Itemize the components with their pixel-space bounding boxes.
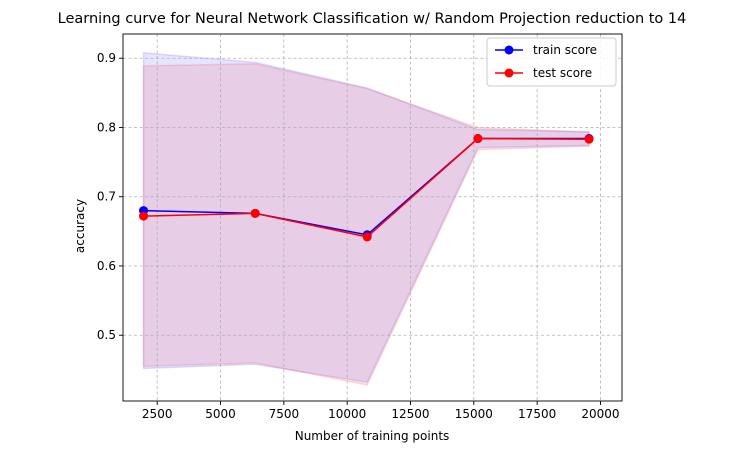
x-tick-label: 2500 [142,407,173,421]
y-tick-label: 0.6 [97,259,116,273]
y-tick-label: 0.5 [97,328,116,342]
x-tick-label: 5000 [205,407,236,421]
x-tick-label: 17500 [518,407,556,421]
std-band-test-score [142,63,590,386]
x-tick-label: 20000 [581,407,619,421]
y-axis-label: accuracy [73,199,87,253]
chart-title: Learning curve for Neural Network Classi… [58,11,687,27]
x-tick-label: 10000 [328,407,366,421]
y-tick-label: 0.7 [97,190,116,204]
x-axis-label: Number of training points [295,429,450,443]
data-point-test-score [584,134,594,144]
x-tick-label: 15000 [455,407,493,421]
x-tick-label: 7500 [269,407,300,421]
x-tick-label: 12500 [391,407,429,421]
legend-marker-train-score [504,45,514,55]
y-tick-label: 0.8 [97,120,116,134]
plot-area: 2500 5000 7500 10000 12500 15000 17500 20000 0.5… [97,33,623,421]
data-point-test-score [139,211,149,221]
y-tick-label: 0.9 [97,51,116,65]
legend-label-train-score: train score [533,43,597,57]
legend: train score test score [486,37,617,87]
legend-label-test-score: test score [533,66,592,80]
data-point-test-score [362,232,372,242]
data-point-test-score [250,208,260,218]
legend-marker-test-score [504,68,514,78]
data-point-test-score [473,134,483,144]
axes-frame [122,33,623,402]
